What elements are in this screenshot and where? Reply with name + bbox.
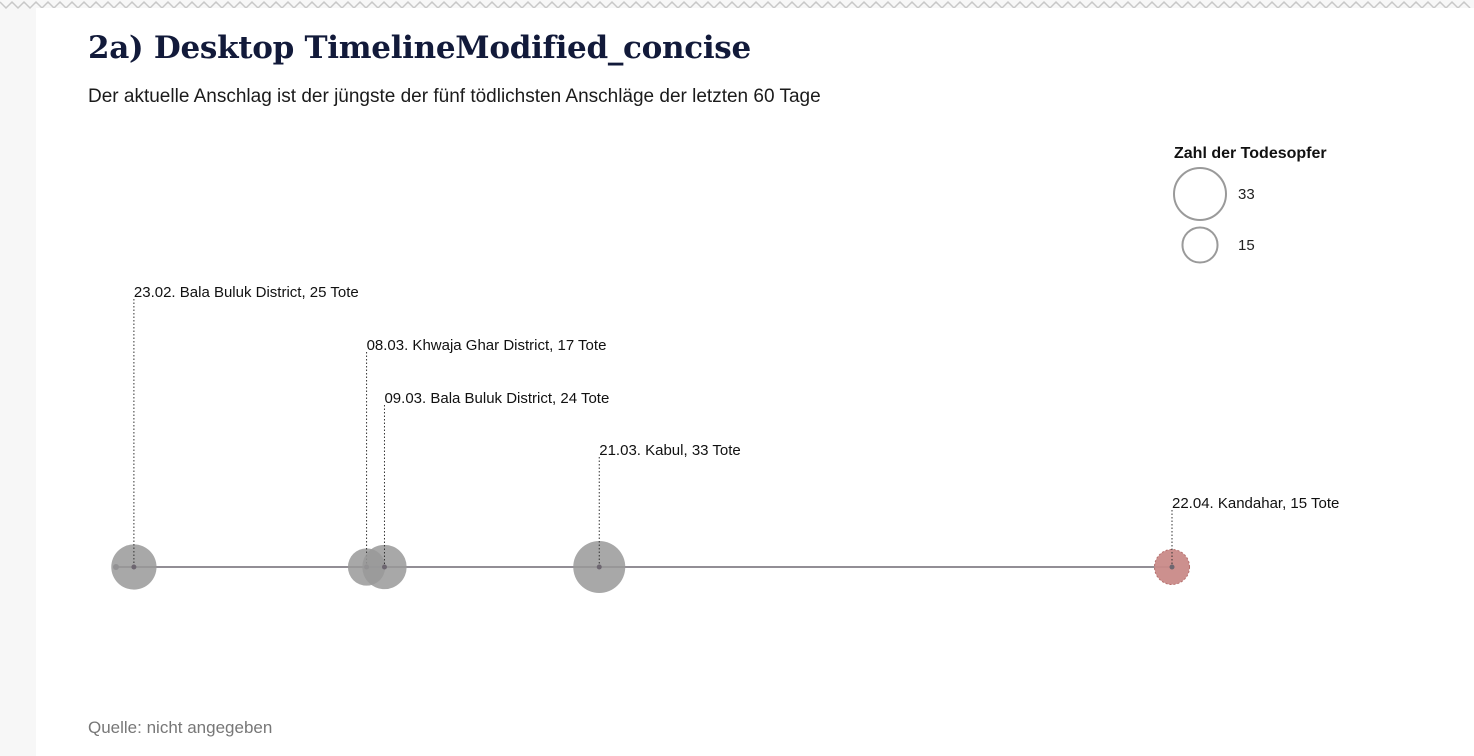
event-label: 23.02. Bala Buluk District, 25 Tote bbox=[134, 284, 359, 301]
chart-title: 2a) Desktop TimelineModified_concise bbox=[88, 30, 751, 66]
event-label: 08.03. Khwaja Ghar District, 17 Tote bbox=[367, 337, 607, 354]
chart-card bbox=[36, 8, 1474, 756]
legend-title: Zahl der Todesopfer bbox=[1174, 145, 1327, 162]
event-dot bbox=[381, 564, 387, 570]
legend-label: 15 bbox=[1238, 237, 1255, 254]
event-label: 21.03. Kabul, 33 Tote bbox=[599, 442, 741, 459]
event-dot bbox=[1169, 564, 1175, 570]
event-dot bbox=[596, 564, 602, 570]
source-note: Quelle: nicht angegeben bbox=[88, 718, 273, 737]
legend-circle bbox=[1181, 226, 1219, 264]
chart-subtitle: Der aktuelle Anschlag ist der jüngste de… bbox=[88, 86, 821, 107]
event-label: 09.03. Bala Buluk District, 24 Tote bbox=[384, 390, 609, 407]
event-label: 22.04. Kandahar, 15 Tote bbox=[1172, 495, 1339, 512]
zigzag-border bbox=[0, 0, 1471, 10]
legend-label: 33 bbox=[1238, 186, 1255, 203]
event-dot bbox=[131, 564, 137, 570]
size-legend: Zahl der Todesopfer 33 15 bbox=[1173, 145, 1327, 264]
legend-circle bbox=[1173, 167, 1227, 221]
